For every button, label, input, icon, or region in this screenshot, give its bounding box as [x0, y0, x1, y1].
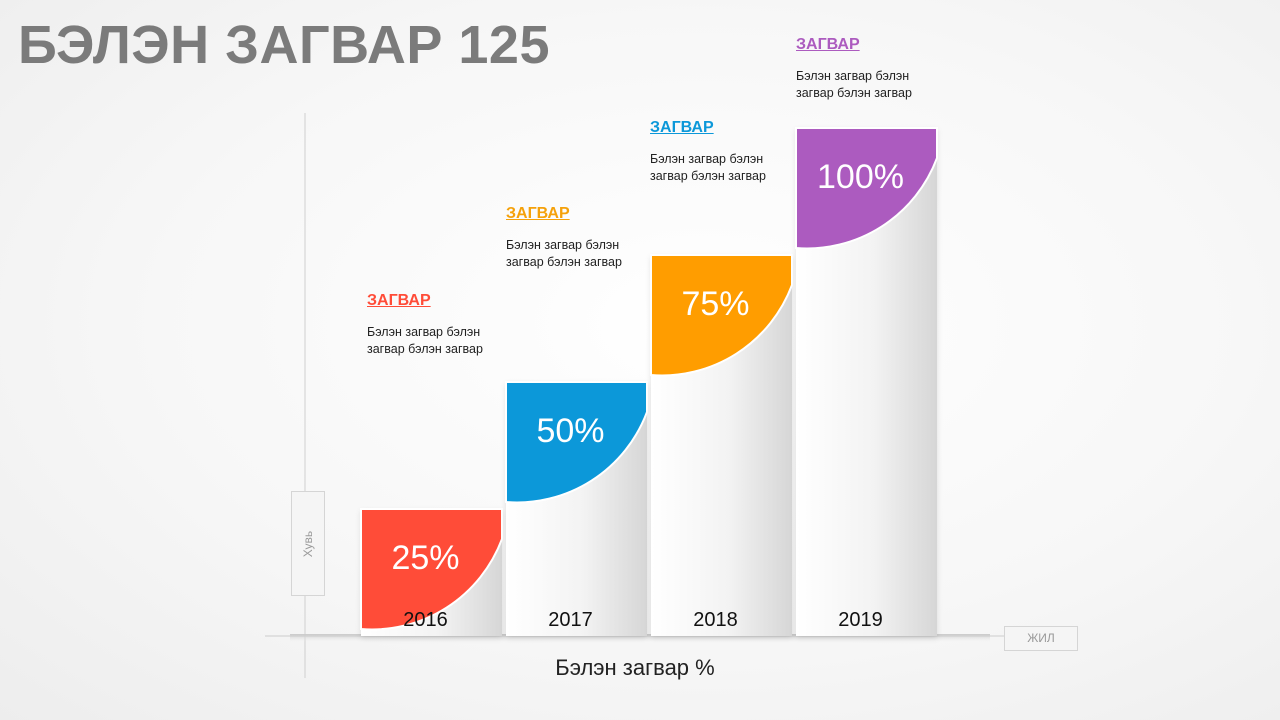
annotation-text: Бэлэн загвар бэлэн загвар бэлэн загвар — [506, 238, 622, 269]
bar-cap-2018 — [650, 254, 793, 377]
value-label-2017: 50% — [536, 412, 604, 450]
annotation-2017: ЗАГВАР Бэлэн загвар бэлэн загвар бэлэн з… — [506, 205, 656, 271]
floor-shadow — [290, 634, 990, 642]
value-label-2019: 100% — [817, 158, 904, 196]
annotation-2019: ЗАГВАР Бэлэн загвар бэлэн загвар бэлэн з… — [796, 36, 946, 102]
category-label-2016: 2016 — [403, 609, 448, 631]
x-axis-label: ЖИЛ — [1004, 626, 1078, 651]
annotation-text: Бэлэн загвар бэлэн загвар бэлэн загвар — [796, 69, 912, 100]
annotation-2016: ЗАГВАР Бэлэн загвар бэлэн загвар бэлэн з… — [367, 292, 517, 358]
value-label-2018: 75% — [681, 285, 749, 323]
y-axis-label-box: Хувь — [291, 491, 325, 596]
annotation-heading: ЗАГВАР — [367, 292, 431, 309]
page-title: БЭЛЭН ЗАГВАР 125 — [18, 15, 550, 75]
annotation-text: Бэлэн загвар бэлэн загвар бэлэн загвар — [367, 325, 483, 356]
annotation-heading: ЗАГВАР — [506, 205, 570, 222]
category-label-2017: 2017 — [548, 609, 593, 631]
annotation-heading: ЗАГВАР — [650, 119, 714, 136]
annotation-text: Бэлэн загвар бэлэн загвар бэлэн загвар — [650, 152, 766, 183]
chart-caption: Бэлэн загвар % — [555, 655, 715, 680]
annotation-heading: ЗАГВАР — [796, 36, 860, 53]
bar-cap-2017 — [505, 381, 648, 504]
bar-cap-2019 — [795, 127, 938, 250]
value-label-2016: 25% — [391, 539, 459, 577]
y-axis-label: Хувь — [301, 530, 315, 557]
category-label-2019: 2019 — [838, 609, 883, 631]
category-label-2018: 2018 — [693, 609, 738, 631]
bar-cap-2016 — [360, 508, 503, 631]
annotation-2018: ЗАГВАР Бэлэн загвар бэлэн загвар бэлэн з… — [650, 119, 800, 185]
